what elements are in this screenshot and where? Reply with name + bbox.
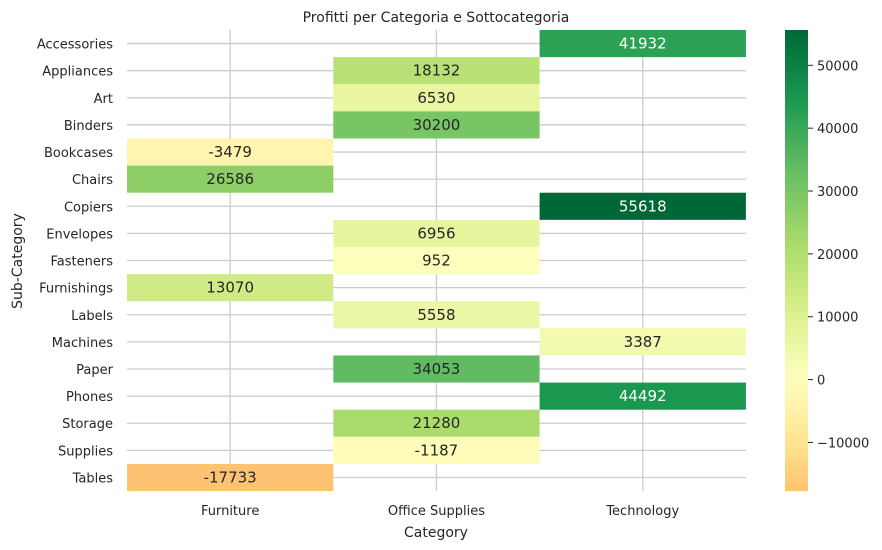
colorbar-tick-label: −10000: [817, 436, 869, 451]
y-tick-label: Tables: [72, 471, 114, 486]
cell-value-label: 44492: [619, 387, 667, 405]
heatmap-cell: [333, 84, 540, 112]
colorbar-tick-label: 10000: [817, 311, 858, 326]
heatmap-cell: [127, 138, 334, 166]
plot-area: 41932 18132 6530 30200 -3479 26586 55618 6956 95…: [37, 30, 746, 519]
heatmap-cell: [333, 355, 540, 383]
cell-value-label: -3479: [208, 143, 252, 161]
y-tick-label: Chairs: [72, 173, 113, 188]
colorbar-tick-label: 50000: [817, 59, 858, 74]
heatmap-cell: [333, 409, 540, 437]
heatmap-cell: [539, 192, 746, 220]
heatmap-cell: [539, 30, 746, 58]
y-tick-label: Accessories: [37, 38, 113, 53]
cell-value-label: 30200: [413, 116, 461, 134]
cell-value-label: -1187: [415, 441, 459, 459]
y-tick-label: Binders: [64, 119, 113, 134]
y-axis-label: Sub-Category: [10, 213, 26, 309]
heatmap-cell: [333, 111, 540, 139]
cell-value-label: 55618: [619, 197, 667, 215]
colorbar-tick-label: 40000: [817, 122, 858, 137]
cell-value-label: -17733: [204, 468, 257, 486]
y-tick-label: Appliances: [42, 65, 113, 80]
chart-title: Profitti per Categoria e Sottocategoria: [303, 10, 570, 26]
y-tick-label: Furnishings: [39, 282, 113, 297]
heatmap-cell: [333, 219, 540, 247]
cell-value-label: 5558: [417, 306, 455, 324]
cell-value-label: 18132: [413, 62, 461, 80]
cell-value-label: 952: [422, 252, 451, 270]
colorbar-gradient: [785, 30, 808, 492]
colorbar: −10000 0 10000 20000 30000 40000 50000: [785, 30, 869, 492]
x-tick-label: Furniture: [201, 504, 259, 519]
cell-value-label: 34053: [413, 360, 461, 378]
cell-value-label: 26586: [206, 170, 254, 188]
heatmap-cell: [333, 246, 540, 275]
y-tick-label: Bookcases: [44, 146, 113, 161]
y-tick-label: Supplies: [58, 444, 113, 459]
y-tick-label: Art: [94, 92, 113, 107]
x-tick-label: Office Supplies: [388, 504, 485, 519]
x-tick-label: Technology: [605, 504, 679, 519]
cell-value-label: 6956: [417, 224, 455, 242]
y-tick-label: Envelopes: [46, 227, 113, 242]
y-tick-label: Machines: [52, 336, 113, 351]
cell-value-label: 41932: [619, 35, 667, 53]
heatmap-cell: [127, 274, 334, 302]
heatmap-cell: [333, 436, 540, 464]
y-tick-label: Copiers: [64, 200, 113, 215]
y-tick-label: Storage: [62, 417, 113, 432]
cell-value-label: 3387: [624, 333, 662, 351]
cell-value-label: 21280: [413, 414, 461, 432]
cell-value-label: 6530: [417, 89, 455, 107]
heatmap-cell: [127, 463, 334, 492]
heatmap-cell: [539, 382, 746, 410]
x-axis-label: Category: [404, 525, 468, 541]
colorbar-tick-label: 0: [817, 374, 825, 389]
colorbar-tick-label: 30000: [817, 185, 858, 200]
heatmap-cell: [333, 57, 540, 85]
y-tick-label: Labels: [71, 309, 113, 324]
y-tick-label: Phones: [66, 390, 113, 405]
colorbar-tick-label: 20000: [817, 248, 858, 263]
y-tick-label: Paper: [76, 363, 113, 378]
heatmap-cell: [127, 165, 334, 193]
heatmap-cell: [333, 301, 540, 329]
heatmap-cell: [539, 328, 746, 356]
y-tick-label: Fasteners: [51, 255, 114, 270]
cell-value-label: 13070: [206, 279, 254, 297]
